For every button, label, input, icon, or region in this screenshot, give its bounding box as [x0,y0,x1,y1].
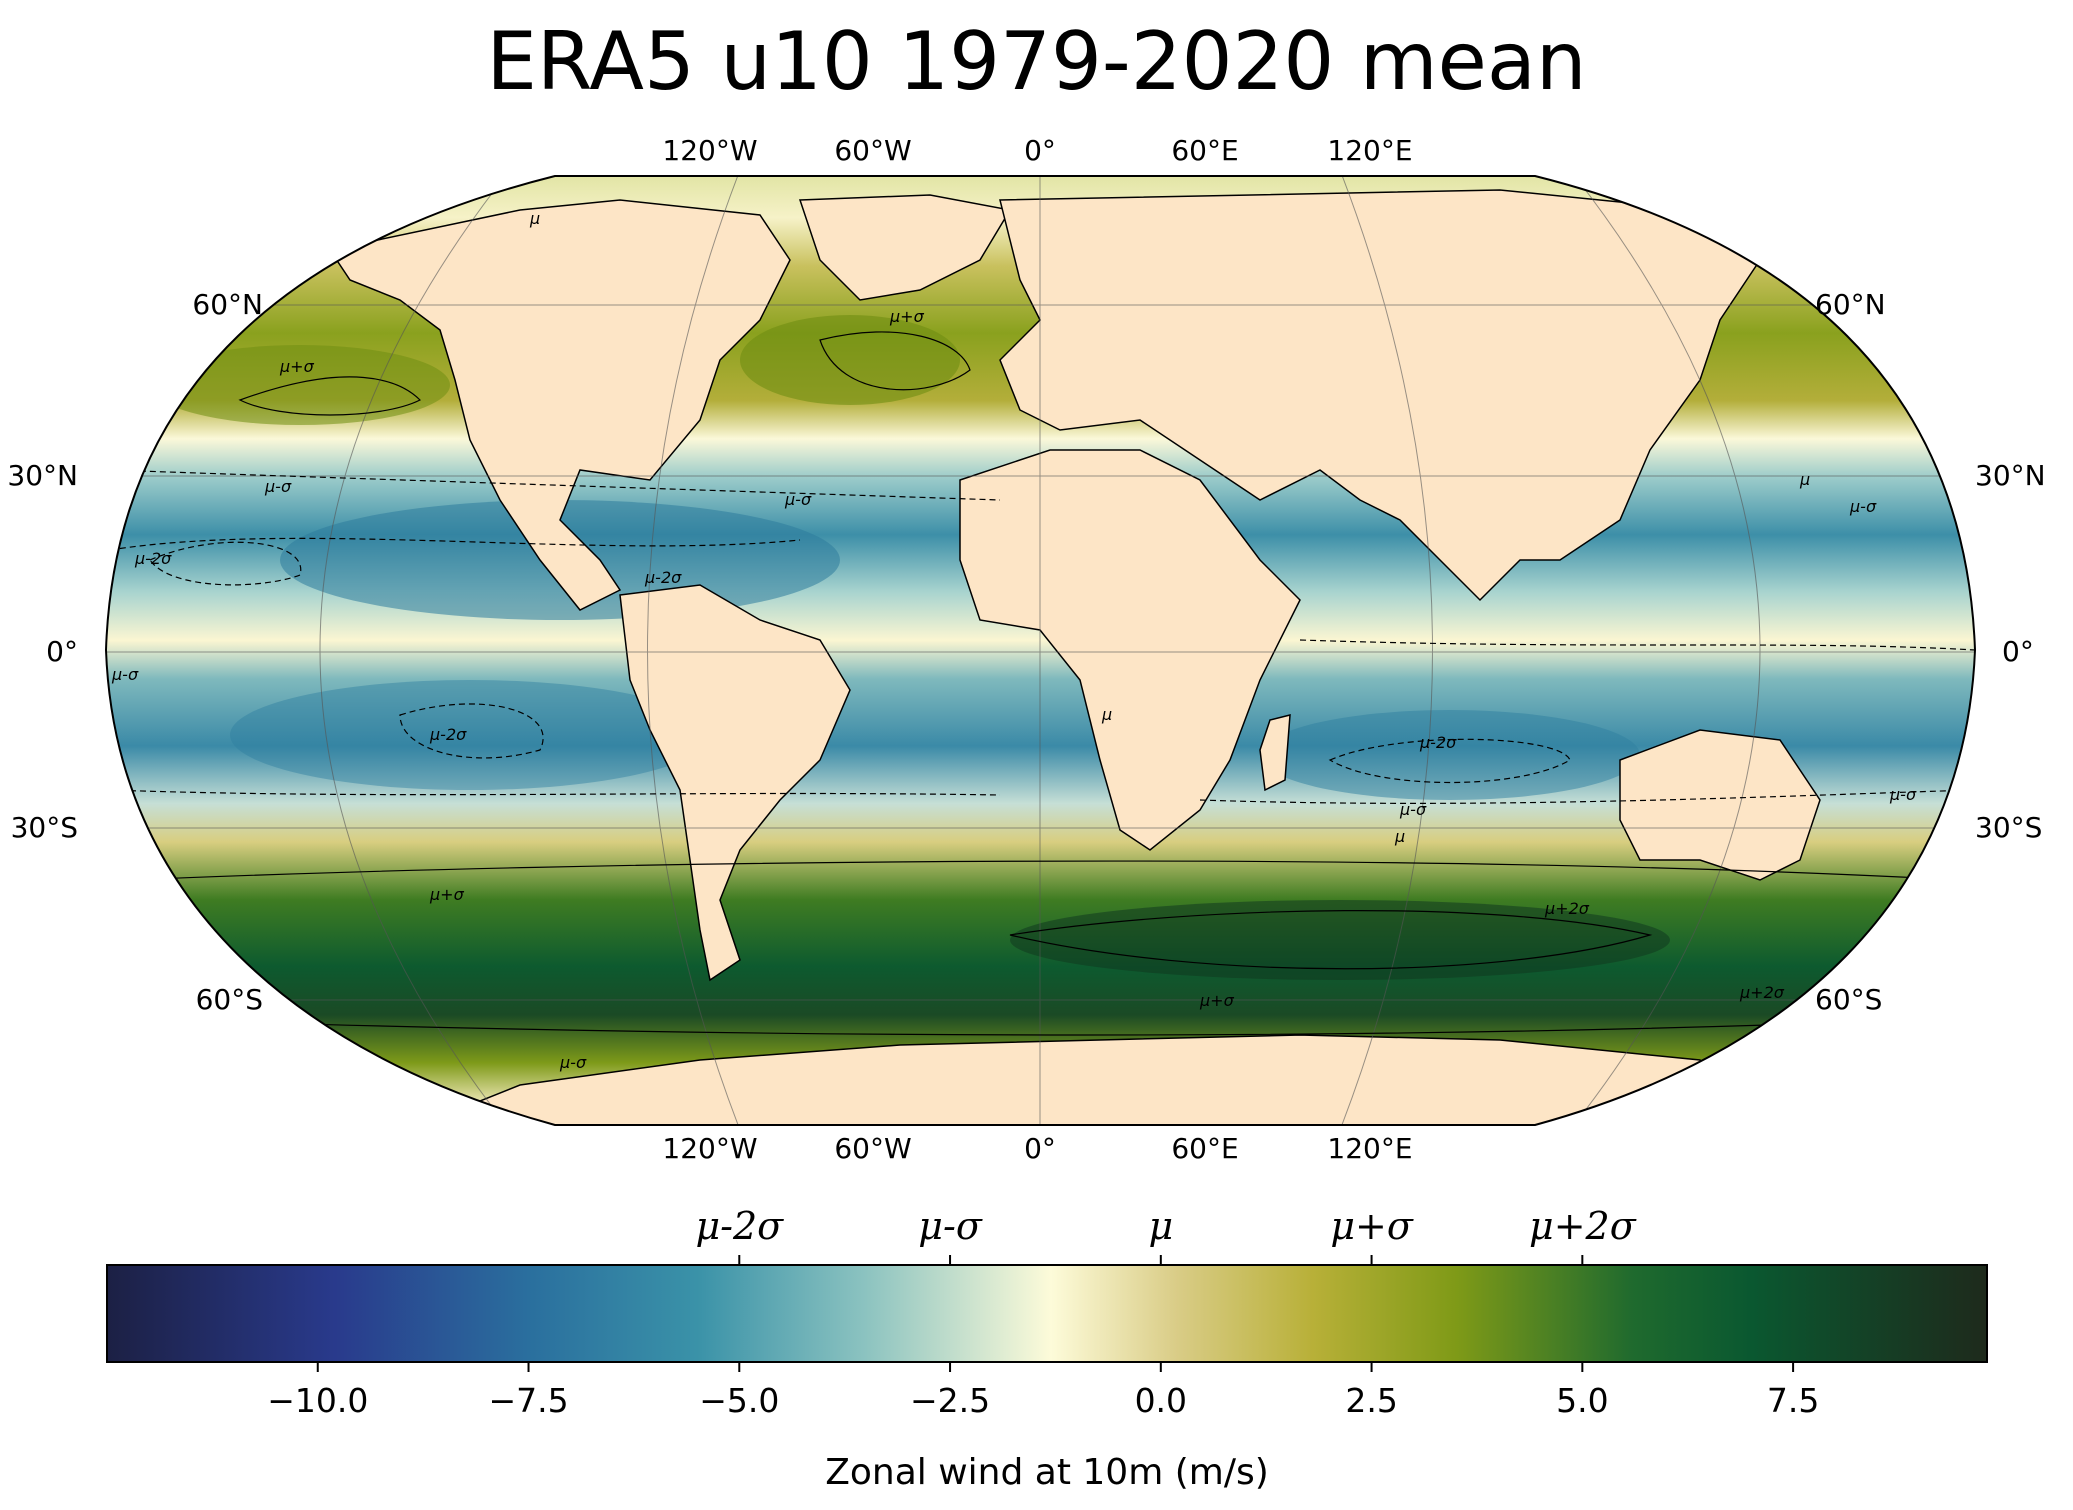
contour-label: μ+2σ [1739,983,1785,1002]
contour-label: μ [1799,470,1810,489]
australia [1619,729,1821,881]
contour-label: μ-σ [1849,497,1877,516]
contour-label: μ-σ [1399,800,1427,819]
contour-label: μ [1394,827,1405,846]
contour-label: μ-σ [111,665,139,684]
lat-label: 30°N [7,459,78,492]
colorbar-sigma-label: μ [1148,1204,1173,1248]
colorbar-ticks: −10.0 −7.5 −5.0 −2.5 0.0 2.5 5.0 7.5 [267,1362,1819,1420]
lat-label: 0° [2002,635,2034,668]
lon-labels-bottom: 120°W 60°W 0° 60°E 120°E [662,1132,1412,1165]
contour-label: μ-σ [1889,785,1917,804]
colorbar-sigma-label: μ+2σ [1529,1204,1637,1248]
chart-title: ERA5 u10 1979-2020 mean [486,15,1587,108]
contour-label: μ-2σ [1419,733,1457,752]
lon-label: 60°E [1171,1132,1238,1165]
colorbar-sigma-label: μ-2σ [695,1204,784,1248]
greenland [798,194,1012,301]
contour-label: μ+σ [1199,991,1235,1010]
lon-label: 0° [1024,134,1056,167]
africa [959,449,1301,851]
lat-label: 0° [46,635,78,668]
lat-label: 60°S [196,983,263,1016]
colorbar-label: Zonal wind at 10m (m/s) [825,1452,1269,1493]
eurasia [999,189,1761,602]
colorbar-tick-label: −10.0 [267,1381,368,1420]
colorbar-tick-label: −2.5 [910,1381,990,1420]
lat-label: 30°S [11,811,78,844]
south-america [619,584,851,982]
lon-label: 0° [1024,1132,1056,1165]
madagascar [1259,714,1291,792]
contour-label: μ+σ [279,357,315,376]
contour-label: μ+σ [889,307,925,326]
contour-label: μ [1101,705,1112,724]
lon-label: 120°W [662,1132,757,1165]
contour-label: μ [529,209,540,228]
colorbar-gradient [106,1264,1988,1363]
lon-label: 120°W [662,134,757,167]
land-masses [328,189,1821,1125]
graticule [106,176,1975,1125]
lat-label: 60°N [192,288,263,321]
colorbar-sigma-label: μ+σ [1330,1204,1414,1248]
lat-label: 30°N [1975,459,2046,492]
colorbar-tick-label: 2.5 [1345,1381,1397,1420]
contour-label: μ-σ [559,1053,587,1072]
colorbar-tick-label: −7.5 [488,1381,568,1420]
colorbar-tick-label: −5.0 [699,1381,779,1420]
colorbar-sigma-label: μ-σ [918,1204,983,1248]
lon-labels-top: 120°W 60°W 0° 60°E 120°E [662,134,1412,167]
lat-label: 30°S [1975,811,2042,844]
contour-label: μ-σ [264,477,292,496]
lat-label: 60°S [1815,983,1882,1016]
lon-label: 60°E [1171,134,1238,167]
lat-labels-left: 60°N 30°N 0° 30°S 60°S [7,288,263,1016]
lat-labels-right: 60°N 30°N 0° 30°S 60°S [1815,288,2046,1016]
north-america [328,199,791,611]
contour-label: μ+2σ [1544,899,1590,918]
lon-label: 120°E [1327,1132,1412,1165]
lon-label: 60°W [834,1132,911,1165]
contour-label: μ+σ [429,885,465,904]
colorbar-sigma-ticks: μ-2σ μ-σ μ μ+σ μ+2σ [695,1204,1637,1265]
lon-label: 120°E [1327,134,1412,167]
lat-label: 60°N [1815,288,1886,321]
globe-outline [104,175,1977,1126]
contour-label-group: μ μ+σ μ+σ μ-σ μ-2σ μ-σ μ-2σ μ-σ μ-2σ μ μ… [111,209,1917,1072]
contour-lines [109,331,1975,1036]
colorbar-tick-label: 7.5 [1767,1381,1819,1420]
contour-label: μ-σ [784,490,812,509]
colorbar: −10.0 −7.5 −5.0 −2.5 0.0 2.5 5.0 7.5 μ-2σ μ-σ μ μ+… [106,1204,1988,1493]
contour-label: μ-2σ [134,549,172,568]
colorbar-tick-label: 0.0 [1135,1381,1187,1420]
contour-label: μ-2σ [644,568,682,587]
lon-label: 60°W [834,134,911,167]
colorbar-tick-label: 5.0 [1556,1381,1608,1420]
contour-label: μ-2σ [429,725,467,744]
